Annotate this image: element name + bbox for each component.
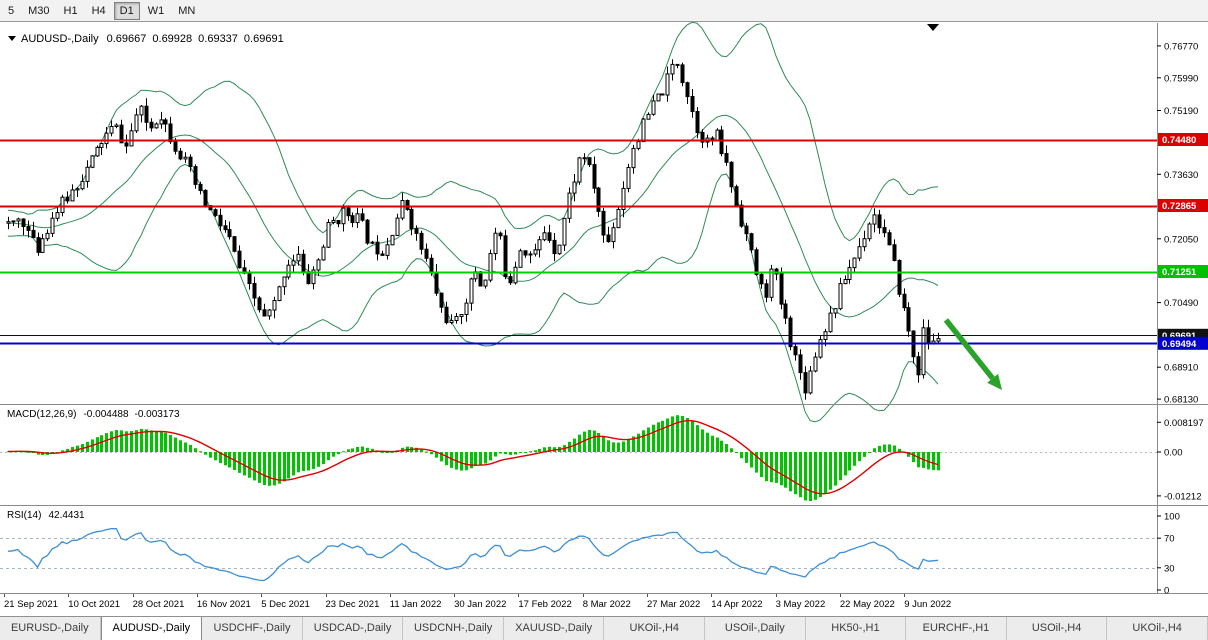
header-close: 0.69691: [244, 33, 284, 45]
header-open: 0.69667: [107, 33, 147, 45]
time-scale[interactable]: 21 Sep 2021 10 Oct 2021 28 Oct 2021 16 Nov …: [4, 594, 951, 610]
macd-main-value: -0.004488: [83, 409, 128, 420]
price-tag-label: 0.71251: [1162, 267, 1197, 278]
date-label: 10 Oct 2021: [68, 599, 120, 610]
header-high: 0.69928: [152, 33, 192, 45]
timeframe-button-mn[interactable]: MN: [178, 4, 196, 17]
timeframe-button-m30[interactable]: M30: [28, 4, 50, 17]
rsi-value: 42.4431: [48, 510, 85, 521]
price-tick-label: 0.70490: [1164, 298, 1198, 309]
trend-arrow-shaft: [943, 318, 995, 381]
rsi-tick-label: 100: [1164, 512, 1180, 523]
rsi-header: RSI(14) 42.4431: [7, 510, 85, 521]
symbol-tab-eurchf-h1[interactable]: EURCHF-,H1: [906, 617, 1007, 640]
date-label: 28 Oct 2021: [133, 599, 185, 610]
date-label: 9 Jun 2022: [904, 599, 951, 610]
date-label: 21 Sep 2021: [4, 599, 58, 610]
date-label: 11 Jan 2022: [390, 599, 442, 610]
date-label: 27 Mar 2022: [647, 599, 700, 610]
header-symbol: AUDUSD-,Daily: [21, 33, 99, 45]
symbol-tab-hk50-h1[interactable]: HK50-,H1: [806, 617, 907, 640]
price-tick-label: 0.75190: [1164, 106, 1198, 117]
symbol-tab-audusd-daily[interactable]: AUDUSD-,Daily: [100, 617, 203, 640]
price-tag-label: 0.69691: [1162, 331, 1197, 342]
price-tag-label: 0.72865: [1162, 201, 1197, 212]
candlesticks: [6, 59, 941, 400]
price-tag: [1158, 265, 1208, 278]
date-label: 23 Dec 2021: [326, 599, 380, 610]
price-tag: [1158, 336, 1208, 350]
rsi-tick-label: 0: [1164, 586, 1169, 597]
price-tick-label: 0.68910: [1164, 363, 1198, 374]
price-tag-label: 0.74480: [1162, 135, 1196, 146]
rsi-label: RSI(14): [7, 510, 41, 521]
price-tick-label: 0.73630: [1164, 170, 1198, 181]
trend-arrow-head: [987, 373, 1002, 390]
price-scale[interactable]: 0.76770 0.75990 0.75190 0.73630 0.72050 0.704…: [1157, 41, 1208, 406]
price-tick-label: 0.68130: [1164, 395, 1198, 406]
date-label: 3 May 2022: [776, 599, 826, 610]
date-label: 22 May 2022: [840, 599, 895, 610]
trend-arrow[interactable]: [943, 318, 1002, 390]
rsi-tick-label: 30: [1164, 563, 1175, 574]
symbol-dropdown-icon: [8, 36, 16, 41]
chart-ohlc-header: AUDUSD-,Daily 0.69667 0.69928 0.69337 0.6969…: [21, 33, 284, 45]
rsi-tick-label: 70: [1164, 534, 1175, 545]
symbol-tab-usdcnh-daily[interactable]: USDCNH-,Daily: [403, 617, 504, 640]
rsi-scale: 100 70 30 0: [1157, 512, 1180, 597]
date-label: 8 Mar 2022: [583, 599, 631, 610]
date-label: 14 Apr 2022: [711, 599, 762, 610]
price-tag-label: 0.69494: [1162, 339, 1197, 350]
symbol-tab-ukoil-h4[interactable]: UKOil-,H4: [1107, 617, 1208, 640]
symbol-tab-ukoil-h4[interactable]: UKOil-,H4: [604, 617, 706, 640]
macd-tick-label: 0.008197: [1164, 418, 1204, 429]
date-label: 17 Feb 2022: [518, 599, 571, 610]
price-tick-label: 0.75990: [1164, 73, 1198, 84]
macd-signal-value: -0.003173: [135, 409, 180, 420]
macd-tick-label: -0.01212: [1164, 491, 1202, 502]
timeframe-button-h4[interactable]: H4: [91, 4, 106, 17]
price-tag: [1158, 199, 1208, 212]
macd-tick-label: 0.00: [1164, 448, 1183, 459]
macd-label: MACD(12,26,9): [7, 409, 76, 420]
symbol-tab-usdchf-daily[interactable]: USDCHF-,Daily: [202, 617, 303, 640]
symbol-tab-usoil-h4[interactable]: USOil-,H4: [1007, 617, 1108, 640]
symbol-tab-usoil-daily[interactable]: USOil-,Daily: [705, 617, 806, 640]
panel-separators: [0, 23, 1208, 594]
timeframe-button-w1[interactable]: W1: [147, 4, 165, 17]
rsi-line: [7, 527, 939, 582]
macd-signal-line: [8, 420, 939, 495]
date-label: 5 Dec 2021: [261, 599, 310, 610]
timeframe-button-5[interactable]: 5: [8, 4, 15, 17]
price-tick-label: 0.76770: [1164, 41, 1198, 52]
date-label: 16 Nov 2021: [197, 599, 251, 610]
price-tag: [1158, 133, 1208, 146]
timeframe-toolbar: 5 M30 H1 H4 D1 W1 MN: [0, 0, 1208, 22]
symbol-tab-usdcad-daily[interactable]: USDCAD-,Daily: [303, 617, 404, 640]
macd-scale: 0.008197 0.00 -0.01212: [1157, 418, 1204, 502]
shift-marker-icon: [927, 24, 939, 31]
symbol-tabbar: EURUSD-,Daily AUDUSD-,Daily USDCHF-,Daily U…: [0, 616, 1208, 640]
price-tick-label: 0.72050: [1164, 234, 1198, 245]
rsi-panel: [0, 527, 1157, 582]
timeframe-button-h1[interactable]: H1: [63, 4, 78, 17]
header-low: 0.69337: [198, 33, 238, 45]
symbol-tab-xauusd-daily[interactable]: XAUUSD-,Daily: [504, 617, 605, 640]
macd-header: MACD(12,26,9) -0.004488 -0.003173: [7, 409, 180, 420]
timeframe-button-d1[interactable]: D1: [113, 1, 140, 20]
bollinger-line: [7, 21, 939, 242]
macd-panel: [0, 415, 1157, 501]
date-label: 30 Jan 2022: [454, 599, 506, 610]
symbol-tab-eurusd-daily[interactable]: EURUSD-,Daily: [0, 617, 101, 640]
